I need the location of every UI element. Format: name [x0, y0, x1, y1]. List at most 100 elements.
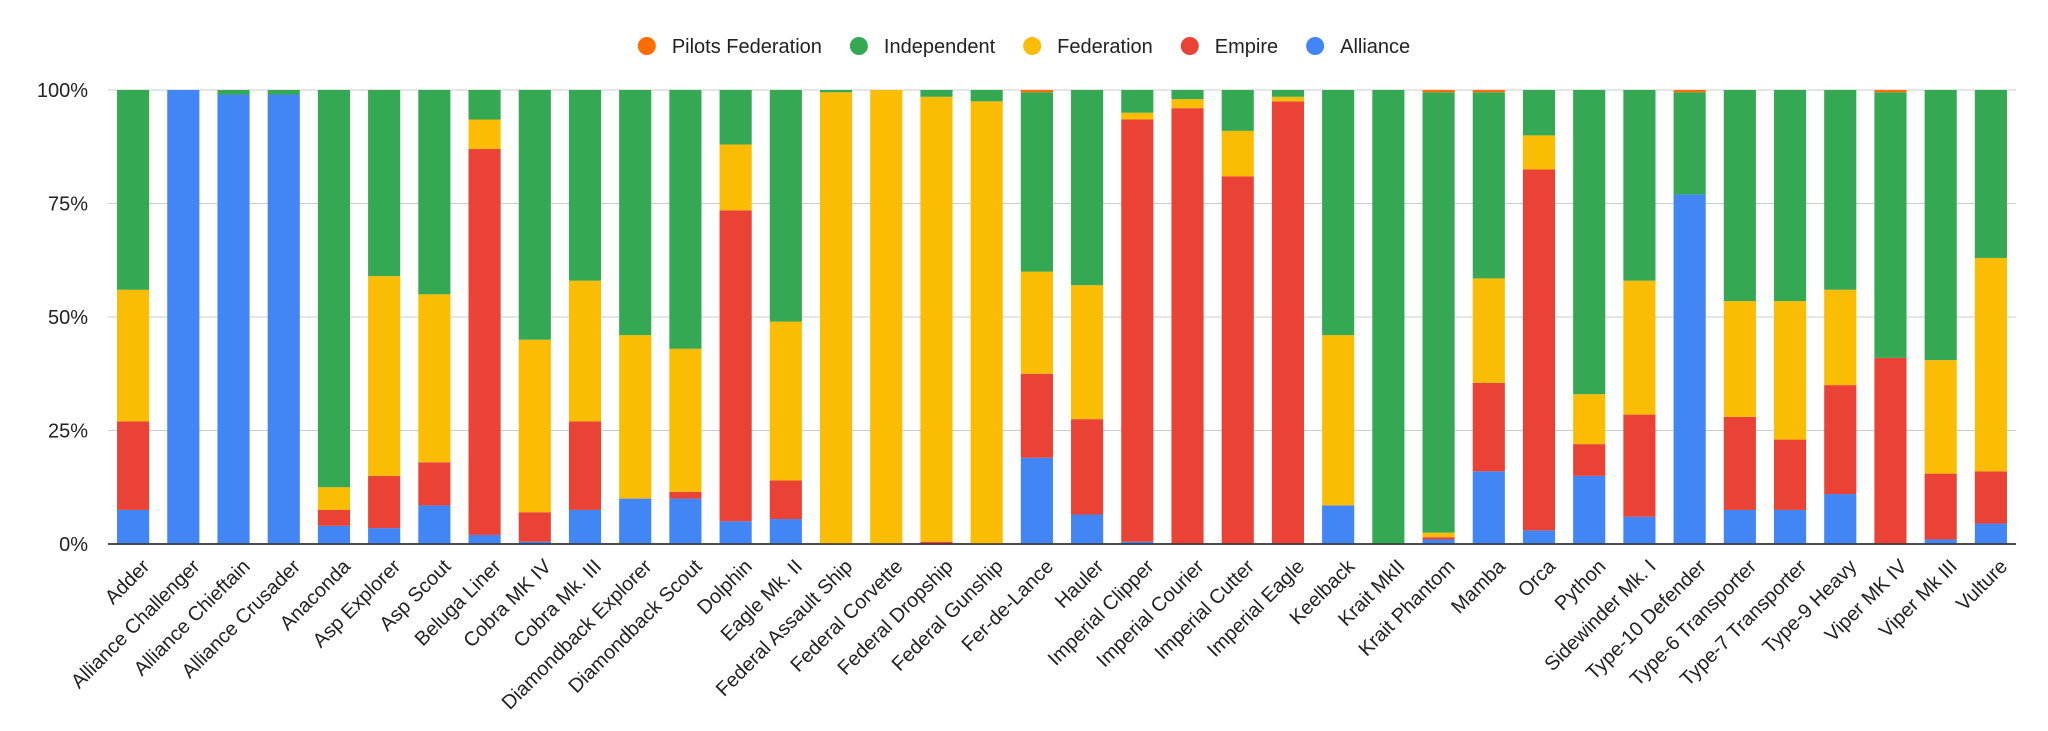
y-tick-label: 75% — [48, 194, 88, 216]
bar-segment — [1824, 90, 1857, 290]
bar-segment — [1824, 289, 1857, 386]
bar-segment — [217, 90, 250, 95]
bar-segment — [418, 90, 451, 295]
bar-segment — [518, 512, 551, 542]
bar-segment — [117, 90, 150, 290]
bar-segment — [1573, 475, 1606, 544]
bar-segment — [719, 210, 752, 522]
bar-segment — [1573, 90, 1606, 395]
bar-segment — [117, 421, 150, 510]
bar-segment — [1472, 382, 1505, 472]
bar-segment — [1221, 176, 1254, 544]
bar-segment — [568, 280, 602, 422]
bar-segment — [1924, 473, 1957, 540]
bar-segment — [1874, 90, 1907, 93]
bar-segment — [1221, 90, 1254, 131]
bar-segment — [1673, 92, 1706, 195]
bar-segment — [1773, 439, 1807, 510]
bar-segment — [769, 90, 802, 322]
bar-segment — [1723, 416, 1756, 510]
bar-segment — [970, 101, 1003, 544]
legend-label: Pilots Federation — [672, 36, 822, 58]
legend: Pilots Federation Independent Federation Em… — [637, 36, 1410, 58]
bar-segment — [920, 90, 953, 97]
bar-segment — [1020, 92, 1053, 272]
bar-segment — [267, 90, 300, 95]
bar-segment — [719, 144, 752, 211]
legend-item: Alliance — [1306, 36, 1410, 58]
bar-segment — [669, 491, 702, 499]
bar-segment — [1322, 335, 1355, 506]
legend-label: Alliance — [1340, 36, 1410, 58]
legend-swatch — [1023, 37, 1042, 55]
bar-segment — [317, 525, 351, 544]
bar-segment — [619, 90, 652, 336]
bar-segment — [1623, 280, 1656, 415]
y-axis: 0% 25% 50% 75% 100% — [37, 80, 88, 556]
bar-segment — [669, 90, 702, 349]
y-tick-label: 50% — [48, 307, 88, 329]
bar-segment — [568, 421, 602, 510]
bar-segment — [1824, 494, 1857, 544]
bar-segment — [1924, 90, 1957, 361]
bar-segment — [317, 509, 351, 526]
bar-segment — [1522, 135, 1556, 170]
legend-item: Empire — [1180, 36, 1278, 58]
bar-segment — [1221, 130, 1254, 177]
bar-segment — [1071, 419, 1104, 515]
bar-segment — [368, 528, 401, 544]
bar-segment — [920, 96, 953, 542]
bar-segment — [1271, 96, 1305, 102]
bar-segment — [1773, 509, 1807, 544]
bar-segment — [1121, 112, 1154, 120]
bar-segment — [819, 90, 853, 93]
bar-segment — [568, 90, 602, 281]
bar-segment — [1422, 532, 1455, 538]
bar-segment — [518, 90, 551, 340]
bar-segment — [1924, 360, 1957, 474]
bar-segment — [1472, 92, 1505, 279]
bar-segment — [1723, 509, 1756, 544]
bar-segment — [1773, 90, 1807, 302]
bar-segment — [1573, 444, 1606, 476]
legend-swatch — [1180, 37, 1199, 55]
bar-segment — [217, 94, 250, 544]
y-tick-label: 100% — [37, 80, 88, 102]
bar-segment — [1472, 471, 1505, 544]
bar-segment — [1171, 99, 1204, 109]
legend-swatch — [849, 37, 868, 55]
bar-segment — [1472, 278, 1505, 383]
bar-segment — [1974, 90, 2007, 258]
bar-segment — [1924, 539, 1957, 544]
bar-segment — [1171, 108, 1204, 544]
x-tick-label: Vulture — [1952, 556, 2012, 616]
bar-segment — [1422, 92, 1455, 533]
bar-segment — [1020, 90, 1053, 93]
bar-segment — [418, 505, 451, 544]
bar-segment — [669, 498, 702, 544]
bar-segment — [1071, 90, 1104, 286]
bar-segment — [1071, 285, 1104, 420]
bar-segment — [368, 276, 401, 476]
bar-segment — [719, 90, 752, 145]
legend-label: Federation — [1057, 36, 1153, 58]
x-tick-label: Mamba — [1447, 555, 1510, 618]
bar-segment — [769, 519, 802, 544]
bar-segment — [1020, 271, 1053, 374]
bar-segment — [468, 149, 501, 535]
bar-segment — [1874, 357, 1907, 544]
bar-segment — [1071, 514, 1104, 544]
bar-segment — [518, 541, 551, 544]
bar-segment — [970, 90, 1003, 102]
legend-item: Pilots Federation — [637, 36, 822, 58]
bar-segment — [1121, 90, 1154, 113]
bar-segment — [1422, 90, 1455, 93]
bar-segment — [1322, 505, 1355, 544]
bar-segment — [468, 119, 501, 150]
bar-segment — [719, 521, 752, 544]
bar-segment — [920, 541, 953, 544]
bar-segment — [1522, 530, 1556, 544]
bar-segment — [117, 289, 150, 422]
